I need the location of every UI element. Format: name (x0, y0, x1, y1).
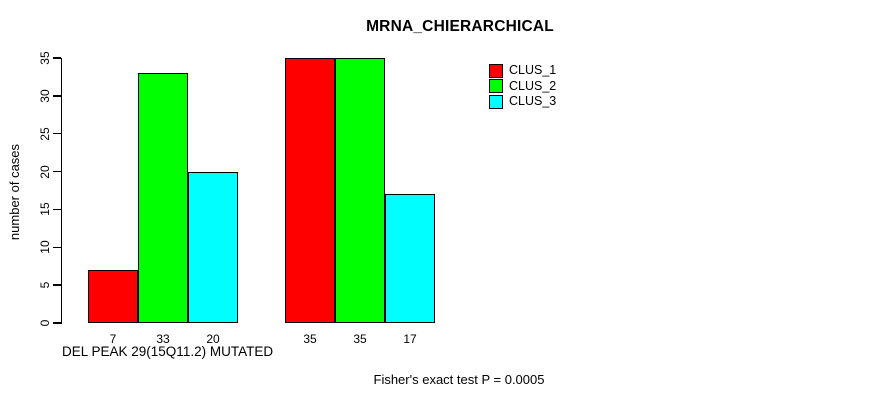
y-tick-label: 35 (38, 51, 52, 65)
y-axis-line (60, 58, 62, 324)
legend: CLUS_1 CLUS_2 CLUS_3 (489, 63, 556, 110)
bar-value-label: 35 (353, 332, 367, 346)
bar-value-label: 17 (403, 332, 417, 346)
legend-item: CLUS_2 (489, 79, 556, 95)
bar-clus_1-group1 (88, 270, 138, 323)
y-axis-tick (52, 170, 61, 173)
bar-clus_1-group2 (285, 58, 335, 323)
bar-clus_2-group1 (138, 73, 188, 323)
legend-label: CLUS_3 (509, 94, 557, 109)
legend-swatch-clus_3 (489, 94, 503, 109)
y-axis-tick (52, 284, 61, 286)
fisher-test-annotation: Fisher's exact test P = 0.0005 (373, 372, 545, 387)
bar-clus_3-group2 (385, 194, 435, 323)
legend-item: CLUS_3 (489, 94, 556, 110)
bar-clus_3-group1 (188, 171, 238, 323)
y-tick-label: 5 (38, 281, 52, 289)
y-axis-tick (52, 246, 61, 249)
y-tick-label: 20 (38, 164, 52, 179)
x-axis-label: DEL PEAK 29(15Q11.2) MUTATED (62, 344, 274, 359)
bar-value-label: 35 (303, 332, 317, 346)
chart-title: MRNA_CHIERARCHICAL (366, 18, 554, 35)
bar-value-label: 33 (156, 332, 170, 346)
legend-label: CLUS_2 (509, 78, 557, 93)
bar-clus_2-group2 (335, 58, 385, 323)
y-axis-tick (52, 132, 61, 135)
y-tick-label: 15 (38, 202, 52, 217)
legend-item: CLUS_1 (489, 63, 556, 79)
bar-value-label: 20 (206, 332, 220, 346)
y-axis-tick (52, 57, 61, 59)
y-tick-label: 10 (38, 240, 52, 254)
legend-label: CLUS_1 (509, 63, 557, 78)
bar-value-label: 7 (109, 332, 117, 346)
y-axis-label: number of cases (7, 143, 22, 241)
y-axis-tick (52, 95, 61, 97)
y-tick-label: 25 (38, 127, 52, 141)
y-tick-label: 30 (38, 89, 52, 103)
legend-swatch-clus_2 (489, 79, 503, 94)
legend-swatch-clus_1 (489, 63, 503, 78)
y-axis-tick (52, 208, 61, 211)
y-tick-label: 0 (38, 319, 52, 327)
y-axis-tick (52, 322, 61, 324)
